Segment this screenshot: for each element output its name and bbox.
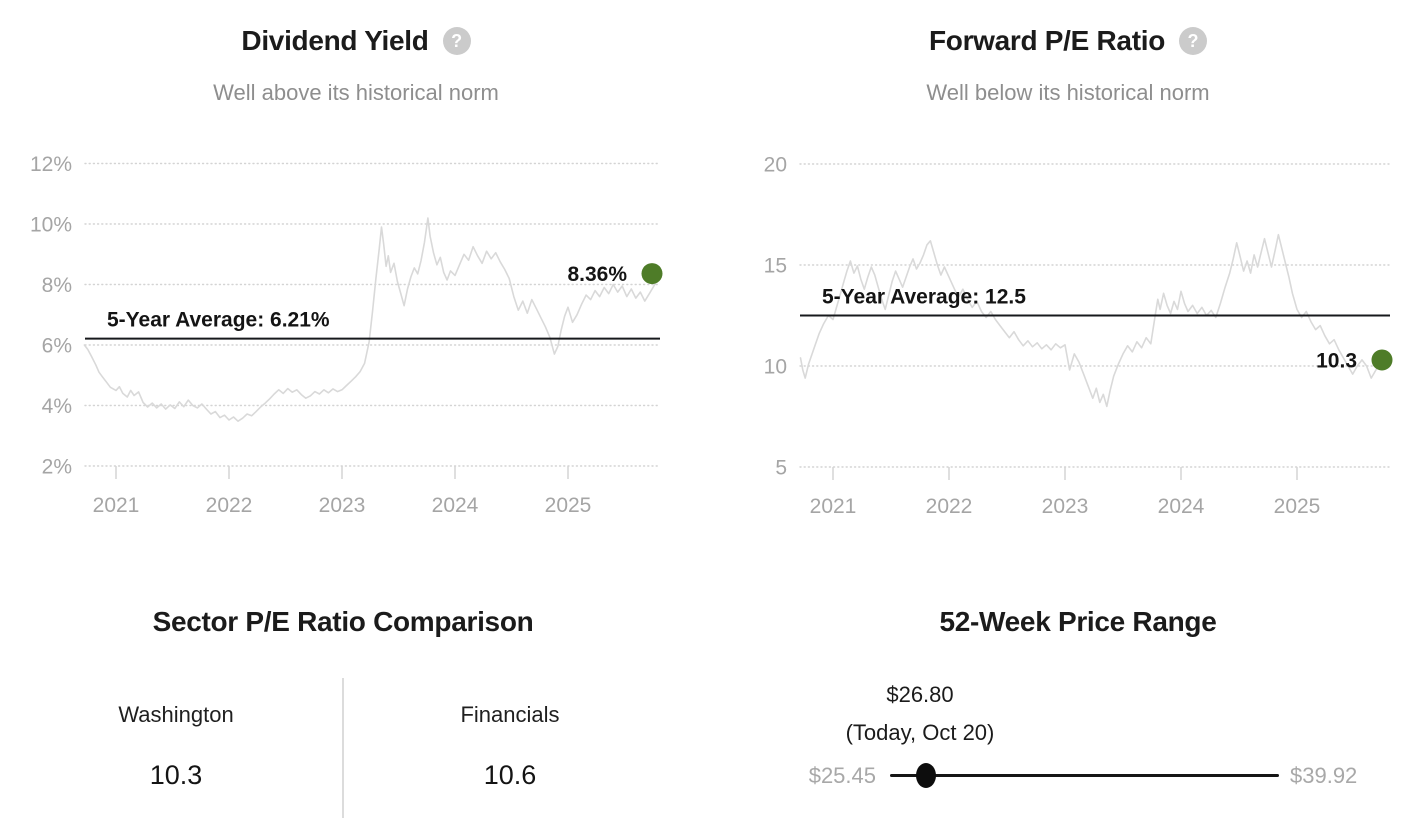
y-axis-label: 6% [42, 334, 72, 357]
x-axis-label: 2022 [926, 495, 973, 518]
dividend-yield-chart: 12% 10% 8% 6% 4% 2% 2021 2022 2023 2024 2025 5-Year… [30, 153, 663, 517]
x-axis-label: 2024 [1158, 495, 1205, 518]
current-price: $26.80 [886, 682, 954, 707]
x-axis-label: 2024 [432, 494, 479, 517]
y-axis-label: 5 [775, 456, 787, 479]
chart-subtitle: Well above its historical norm [213, 80, 499, 105]
price-slider-track [890, 774, 1279, 777]
price-slider-knob [916, 763, 937, 788]
x-axis-label: 2023 [319, 494, 366, 517]
current-value-label: 10.3 [1316, 349, 1357, 372]
y-axis-label: 10 [764, 355, 787, 378]
series-line [83, 217, 661, 423]
x-axis-label: 2021 [93, 494, 140, 517]
comparison-item-company: Washington 10.3 [56, 702, 296, 790]
x-axis-label: 2022 [206, 494, 253, 517]
series-line [799, 233, 1391, 408]
current-value-label: 8.36% [567, 263, 627, 286]
section-title: 52-Week Price Range [939, 606, 1217, 637]
comparison-item-sector: Financials 10.6 [390, 702, 630, 790]
comparison-value: 10.6 [483, 760, 537, 790]
x-axis-label: 2025 [545, 494, 592, 517]
y-axis-label: 4% [42, 395, 72, 418]
help-icon[interactable]: ? [1179, 27, 1208, 55]
price-range-panel: 52-Week Price Range $26.80 (Today, Oct 2… [712, 560, 1424, 836]
help-icon[interactable]: ? [442, 27, 471, 55]
average-label: 5-Year Average: 6.21% [107, 309, 330, 332]
y-axis-label: 8% [42, 274, 72, 297]
comparison-value: 10.3 [149, 760, 203, 790]
current-value-dot [1371, 349, 1393, 371]
forward-pe-chart: 20 15 10 5 2021 2022 2023 2024 2025 5-Year Averag… [764, 153, 1393, 518]
chart-title: Dividend Yield [241, 25, 429, 56]
dividend-yield-panel: Dividend Yield ? Well above its historic… [0, 0, 712, 560]
x-axis-label: 2023 [1042, 495, 1089, 518]
y-axis-label: 2% [42, 455, 72, 478]
forward-pe-panel: Forward P/E Ratio ? Well below its histo… [712, 0, 1424, 560]
comparison-label: Financials [460, 702, 560, 727]
range-low-label: $25.45 [808, 763, 876, 788]
comparison-label: Washington [118, 702, 234, 727]
x-axis-label: 2021 [810, 495, 857, 518]
section-title: Sector P/E Ratio Comparison [152, 606, 534, 637]
range-high-label: $39.92 [1290, 763, 1358, 788]
current-price-date: (Today, Oct 20) [845, 720, 995, 745]
y-axis-label: 12% [30, 153, 72, 176]
chart-header: Dividend Yield ? Well above its historic… [0, 0, 712, 106]
y-axis-label: 10% [30, 213, 72, 236]
x-axis-label: 2025 [1274, 495, 1321, 518]
y-axis-label: 20 [764, 153, 787, 176]
chart-title: Forward P/E Ratio [928, 25, 1166, 56]
sector-pe-comparison-panel: Sector P/E Ratio Comparison Washington 1… [0, 560, 712, 836]
y-axis-label: 15 [764, 254, 787, 277]
current-value-dot [641, 263, 663, 285]
chart-subtitle: Well below its historical norm [926, 80, 1210, 105]
average-label: 5-Year Average: 12.5 [822, 286, 1026, 309]
divider [342, 678, 344, 818]
chart-header: Forward P/E Ratio ? Well below its histo… [712, 0, 1424, 106]
